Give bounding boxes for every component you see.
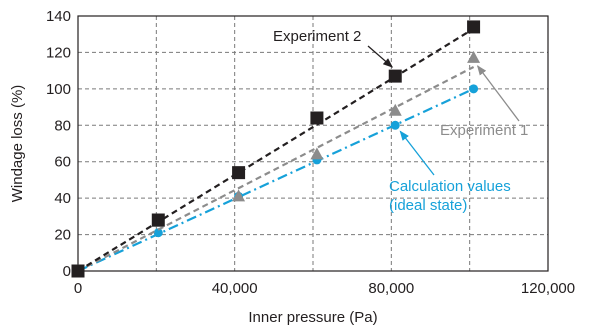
data-point-square bbox=[72, 265, 85, 278]
annotation-experiment-2: Experiment 2 bbox=[273, 28, 361, 45]
data-point-square bbox=[152, 214, 165, 227]
y-tick-label: 20 bbox=[54, 227, 71, 244]
data-point-square bbox=[389, 70, 402, 83]
y-tick-label: 120 bbox=[46, 44, 71, 61]
x-axis-title: Inner pressure (Pa) bbox=[248, 309, 377, 326]
annotation-arrow-experiment-1 bbox=[478, 66, 519, 121]
y-tick-label: 60 bbox=[54, 154, 71, 171]
annotation-arrow-experiment-2 bbox=[368, 46, 392, 67]
x-tick-label: 80,000 bbox=[368, 280, 414, 297]
data-point-square bbox=[232, 166, 245, 179]
annotation-experiment-1: Experiment 1 bbox=[440, 122, 528, 139]
series bbox=[72, 20, 481, 277]
series-experiment-2 bbox=[72, 20, 481, 277]
y-axis-title: Windage loss (%) bbox=[9, 85, 26, 203]
data-point-circle bbox=[469, 84, 478, 93]
series-line bbox=[78, 67, 474, 271]
annotation-arrow-calculation bbox=[400, 131, 434, 175]
annotation-ideal-state: (ideal state) bbox=[389, 197, 467, 214]
y-tick-label: 40 bbox=[54, 190, 71, 207]
grid bbox=[78, 16, 548, 271]
data-point-square bbox=[467, 20, 480, 33]
x-tick-label: 40,000 bbox=[212, 280, 258, 297]
y-tick-label: 80 bbox=[54, 117, 71, 134]
y-tick-label: 0 bbox=[63, 263, 71, 280]
annotation-calculation-values: Calculation values bbox=[389, 178, 511, 195]
x-tick-label: 0 bbox=[74, 280, 82, 297]
data-point-circle bbox=[391, 121, 400, 130]
series-experiment-1 bbox=[72, 51, 481, 276]
data-point-square bbox=[310, 112, 323, 125]
y-tick-label: 100 bbox=[46, 81, 71, 98]
x-tick-label: 120,000 bbox=[521, 280, 575, 297]
y-tick-label: 140 bbox=[46, 8, 71, 25]
tick-labels: 0 40,000 80,000 120,000 0 20 40 60 80 100 120 140 bbox=[46, 8, 575, 297]
